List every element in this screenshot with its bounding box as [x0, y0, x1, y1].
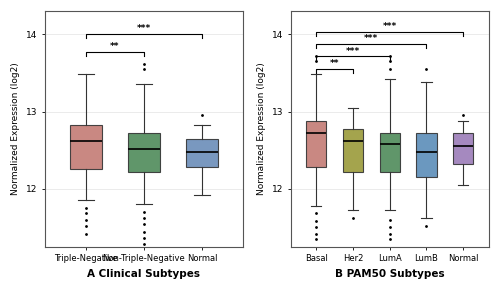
Text: ***: ***: [364, 34, 378, 43]
PathPatch shape: [186, 139, 218, 167]
PathPatch shape: [416, 133, 436, 177]
Y-axis label: Normalized Expression (log2): Normalized Expression (log2): [257, 63, 266, 195]
Text: ***: ***: [137, 24, 151, 33]
Text: **: **: [110, 42, 120, 51]
X-axis label: A Clinical Subtypes: A Clinical Subtypes: [88, 269, 200, 279]
PathPatch shape: [453, 133, 473, 164]
X-axis label: B PAM50 Subtypes: B PAM50 Subtypes: [335, 269, 444, 279]
PathPatch shape: [70, 126, 102, 169]
PathPatch shape: [306, 121, 326, 167]
Text: ***: ***: [382, 22, 397, 31]
Text: **: **: [330, 59, 340, 68]
PathPatch shape: [128, 133, 160, 172]
Text: ***: ***: [346, 47, 360, 56]
PathPatch shape: [343, 128, 363, 172]
Y-axis label: Normalized Expression (log2): Normalized Expression (log2): [11, 63, 20, 195]
PathPatch shape: [380, 133, 400, 172]
